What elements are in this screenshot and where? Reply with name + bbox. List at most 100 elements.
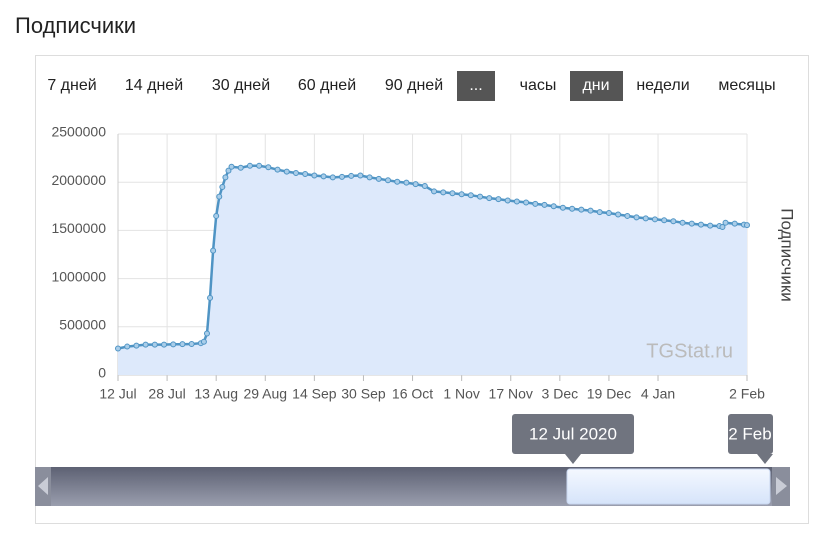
point [504, 197, 511, 204]
point [642, 215, 649, 222]
granularity-button[interactable]: часы [520, 77, 557, 94]
point [203, 330, 210, 337]
point [477, 193, 484, 200]
granularity-button[interactable]: месяцы [718, 77, 775, 94]
point [302, 171, 309, 178]
point [161, 341, 168, 348]
point [237, 164, 244, 171]
x-tick-label: 28 Jul [148, 386, 185, 402]
point [283, 168, 290, 175]
button-bg [457, 71, 495, 101]
point [587, 207, 594, 214]
tooltip-pointer [757, 454, 773, 464]
point [578, 206, 585, 213]
point [292, 170, 299, 177]
tooltip [728, 414, 773, 454]
point [133, 342, 140, 349]
point [210, 247, 217, 254]
point [633, 214, 640, 221]
point [142, 341, 149, 348]
point [744, 222, 750, 229]
period-button[interactable]: 90 дней [385, 77, 443, 94]
point [688, 220, 695, 227]
navigator-end-label: 2 Feb [728, 424, 771, 443]
point [213, 212, 220, 219]
y-axis-label: Подписчики [778, 208, 797, 302]
y-tick-label: 500000 [59, 317, 106, 333]
point [661, 217, 668, 224]
point [707, 222, 714, 229]
point [246, 162, 253, 169]
x-tick-label: 12 Jul [99, 386, 136, 402]
point [311, 172, 318, 179]
point [265, 164, 272, 171]
plot: 0 500000 1000000 1500000 2000000 2500000 12 Ju… [51, 124, 765, 402]
point [200, 338, 207, 345]
navigator-start-label: 12 Jul 2020 [529, 424, 617, 443]
point [467, 192, 474, 199]
point [207, 294, 214, 301]
point [541, 201, 548, 208]
granularity-button[interactable]: дни [582, 77, 609, 94]
granularity-button[interactable]: недели [636, 77, 689, 94]
x-tick-label: 14 Sep [292, 386, 337, 402]
navigator-selection[interactable] [566, 468, 771, 505]
point [486, 195, 493, 202]
point [550, 203, 557, 210]
arrow-right [776, 477, 787, 495]
point [421, 183, 428, 190]
x-tick-label: 16 Oct [392, 386, 433, 402]
point [170, 341, 177, 348]
watermark: TGStat.ru [646, 340, 733, 362]
point [513, 198, 520, 205]
y-tick-label: 2000000 [51, 172, 106, 188]
point [179, 341, 186, 348]
point [412, 181, 419, 188]
tooltip [512, 414, 634, 454]
point [225, 167, 232, 174]
point [722, 219, 729, 226]
period-button[interactable]: 14 дней [125, 77, 183, 94]
point [440, 189, 447, 196]
period-button[interactable]: 60 дней [298, 77, 356, 94]
point [615, 211, 622, 218]
point [228, 163, 235, 170]
point [115, 345, 121, 352]
y-tick-label: 1000000 [51, 268, 106, 284]
point [697, 221, 704, 228]
point [385, 177, 392, 184]
y-tick-label: 1500000 [51, 220, 106, 236]
point [256, 162, 263, 169]
x-tick-label: 13 Aug [194, 386, 238, 402]
point [679, 219, 686, 226]
point [366, 174, 373, 181]
point [274, 166, 281, 173]
x-tick-label: 17 Nov [489, 386, 533, 402]
point [624, 212, 631, 219]
point [348, 172, 355, 179]
y-tick-label: 0 [98, 365, 106, 381]
point [124, 343, 131, 350]
period-button[interactable]: ... [469, 77, 482, 94]
point [357, 172, 364, 179]
point [188, 340, 195, 347]
period-button[interactable]: 7 дней [47, 77, 96, 94]
point [532, 200, 539, 207]
point [431, 188, 438, 195]
point [523, 199, 530, 206]
point [731, 220, 738, 227]
point [375, 175, 382, 182]
point [495, 196, 502, 203]
x-tick-label: 3 Dec [542, 386, 579, 402]
point [569, 205, 576, 212]
point [670, 218, 677, 225]
point [394, 178, 401, 185]
x-tick-label: 29 Aug [243, 386, 287, 402]
period-button[interactable]: 30 дней [212, 77, 270, 94]
x-tick-label: 30 Sep [341, 386, 386, 402]
point [449, 190, 456, 197]
point [596, 209, 603, 216]
point [222, 174, 229, 181]
point [605, 210, 612, 217]
point [329, 174, 336, 181]
